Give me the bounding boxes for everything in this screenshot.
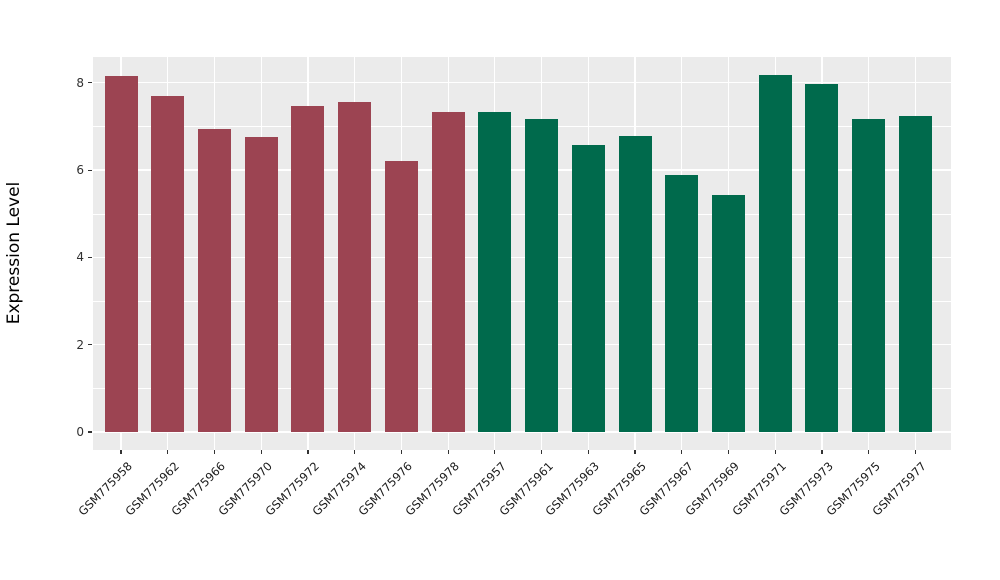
x-tick-mark [681,450,683,454]
x-tick-mark [774,450,776,454]
x-tick-mark [400,450,402,454]
y-tick-mark [88,82,92,84]
bar-GSM775957 [478,112,512,432]
bar-GSM775972 [291,105,325,432]
gridline-major-horizontal [93,82,951,84]
x-tick-mark [307,450,309,454]
bar-GSM775965 [618,136,652,432]
bar-GSM775966 [197,128,231,432]
bar-GSM775971 [758,75,792,432]
y-tick-mark [88,256,92,258]
bar-GSM775969 [711,194,745,432]
x-tick-mark [354,450,356,454]
x-tick-mark [727,450,730,454]
gridline-minor-horizontal [93,388,951,390]
bar-GSM775973 [805,83,839,432]
bar-GSM775967 [665,174,699,432]
y-tick-mark [88,344,92,346]
x-tick-mark [587,450,589,454]
bar-GSM775963 [571,144,605,432]
y-tick-label: 6 [76,163,84,178]
plot-panel [93,57,951,450]
y-tick-label: 2 [76,337,84,352]
x-tick-mark [868,450,870,454]
gridline-minor-horizontal [93,301,951,302]
x-tick-mark [260,450,262,454]
bar-GSM775978 [431,112,465,432]
bar-GSM775961 [525,119,559,432]
gridline-minor-horizontal [93,126,951,128]
y-tick-mark [88,431,92,433]
gridline-major-horizontal [93,256,951,259]
y-tick-label: 4 [76,250,84,265]
bar-GSM775958 [104,76,138,432]
gridline-minor-horizontal [93,213,951,215]
bar-GSM775975 [852,118,886,432]
x-tick-mark [634,450,636,454]
gridline-major-horizontal [93,169,951,171]
gridline-major-horizontal [93,344,951,346]
gridline-major-horizontal [93,431,951,433]
x-tick-mark [213,450,216,454]
x-tick-mark [120,450,122,454]
y-tick-label: 0 [76,425,84,439]
bar-GSM775977 [898,116,932,432]
x-tick-mark [540,450,543,454]
y-tick-label: 8 [76,75,84,90]
x-tick-mark [821,450,823,454]
bar-GSM775970 [244,136,278,432]
x-tick-mark [914,450,916,454]
bar-GSM775976 [384,161,418,432]
y-tick-mark [88,169,92,171]
x-tick-mark [494,450,496,454]
x-tick-mark [447,450,449,454]
bar-GSM775962 [151,95,185,432]
bar-GSM775974 [338,102,372,432]
x-tick-mark [167,450,169,454]
